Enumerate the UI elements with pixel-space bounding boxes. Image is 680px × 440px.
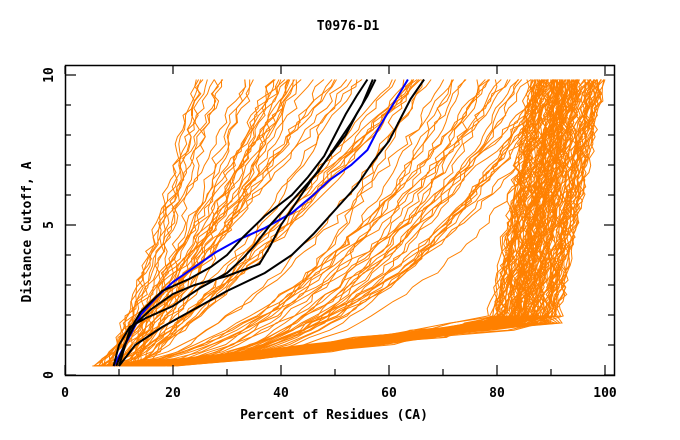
other-model-curve (113, 79, 453, 367)
other-model-curve (117, 79, 511, 367)
other-model-curve (136, 79, 523, 367)
x-tick-label: 0 (61, 386, 69, 401)
other-model-curve (170, 79, 537, 367)
other-model-curve (147, 79, 455, 367)
other-model-curve (109, 79, 215, 367)
x-tick-label: 100 (593, 386, 617, 401)
other-model-curve (131, 79, 290, 367)
chart-title: T0976-D1 (317, 19, 380, 34)
black-model-4-curve (118, 78, 425, 367)
other-model-curve (125, 79, 479, 367)
other-model-curve (131, 79, 546, 367)
y-tick-label: 10 (42, 67, 57, 83)
other-model-curve (166, 79, 576, 367)
y-axis-label: Distance Cutoff, A (20, 161, 35, 302)
other-model-curve (115, 79, 423, 367)
other-model-curve (112, 79, 275, 367)
other-model-curve (109, 79, 197, 367)
other-model-curve (113, 79, 555, 367)
other-model-curve (98, 79, 208, 367)
y-tick-label: 0 (42, 371, 57, 379)
other-model-curve (119, 79, 580, 367)
other-model-curve (151, 79, 570, 367)
other-model-curve (132, 79, 498, 367)
other-model-curve (123, 79, 414, 367)
x-tick-label: 20 (165, 386, 181, 401)
other-model-curve (109, 79, 295, 367)
other-model-curve (118, 79, 596, 367)
other-model-curve (134, 79, 276, 367)
other-model-curve (140, 79, 353, 367)
other-model-curve (104, 79, 414, 367)
other-model-curve (168, 79, 535, 367)
other-model-curve (99, 79, 348, 367)
other-model-curve (107, 79, 223, 367)
black-model-3-curve (112, 79, 374, 367)
y-axis: 0 5 10 (42, 67, 614, 379)
other-model-curve (133, 79, 537, 367)
y-tick-label: 5 (42, 221, 57, 229)
other-model-curve (129, 79, 286, 367)
other-model-curve (117, 79, 314, 367)
other-model-curve (120, 79, 325, 367)
other-model-curve (139, 79, 578, 367)
x-tick-label: 80 (489, 386, 505, 401)
other-model-curve (119, 79, 490, 367)
highlight-model-curves (112, 78, 425, 367)
blue-model-curve (112, 78, 409, 367)
other-model-curve (110, 79, 396, 367)
other-model-curve (120, 79, 466, 367)
black-model-2-curve (115, 79, 377, 367)
other-model-curve (145, 79, 558, 367)
other-model-curve (137, 79, 509, 367)
x-tick-label: 60 (381, 386, 397, 401)
other-model-curve (141, 79, 563, 367)
other-model-curve (168, 79, 560, 367)
other-model-curve (149, 79, 519, 367)
x-axis: 0 20 40 60 80 100 (61, 66, 617, 401)
other-model-curve (125, 79, 486, 367)
other-model-curve (127, 79, 421, 367)
x-tick-label: 40 (273, 386, 289, 401)
other-model-curve (109, 79, 491, 367)
black-model-1-curve (118, 78, 369, 367)
other-model-curve (127, 79, 489, 367)
other-model-curve (120, 79, 290, 367)
other-model-curve (123, 79, 603, 367)
other-model-curves (92, 79, 606, 367)
x-axis-label: Percent of Residues (CA) (240, 408, 428, 423)
plot-frame (64, 64, 616, 377)
other-model-curve (103, 79, 219, 367)
